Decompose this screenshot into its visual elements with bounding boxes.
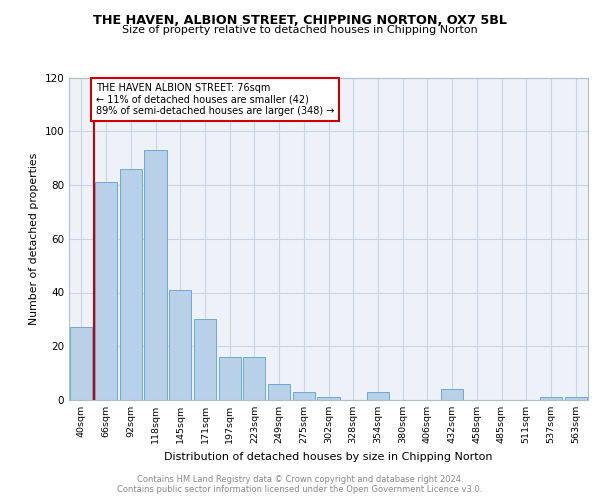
Bar [95, 182, 117, 400]
Bar [565, 398, 587, 400]
Text: Contains HM Land Registry data © Crown copyright and database right 2024.
Contai: Contains HM Land Registry data © Crown c… [118, 474, 482, 494]
Bar [194, 320, 216, 400]
Bar [441, 389, 463, 400]
Bar [119, 169, 142, 400]
Bar [317, 398, 340, 400]
Bar [367, 392, 389, 400]
Y-axis label: Number of detached properties: Number of detached properties [29, 152, 39, 325]
Bar [268, 384, 290, 400]
Bar [243, 357, 265, 400]
Text: THE HAVEN, ALBION STREET, CHIPPING NORTON, OX7 5BL: THE HAVEN, ALBION STREET, CHIPPING NORTO… [93, 14, 507, 27]
Bar [540, 398, 562, 400]
Text: THE HAVEN ALBION STREET: 76sqm
← 11% of detached houses are smaller (42)
89% of : THE HAVEN ALBION STREET: 76sqm ← 11% of … [95, 83, 334, 116]
Bar [293, 392, 315, 400]
Bar [70, 328, 92, 400]
Bar [218, 357, 241, 400]
Text: Size of property relative to detached houses in Chipping Norton: Size of property relative to detached ho… [122, 25, 478, 35]
Bar [169, 290, 191, 400]
Bar [145, 150, 167, 400]
X-axis label: Distribution of detached houses by size in Chipping Norton: Distribution of detached houses by size … [164, 452, 493, 462]
